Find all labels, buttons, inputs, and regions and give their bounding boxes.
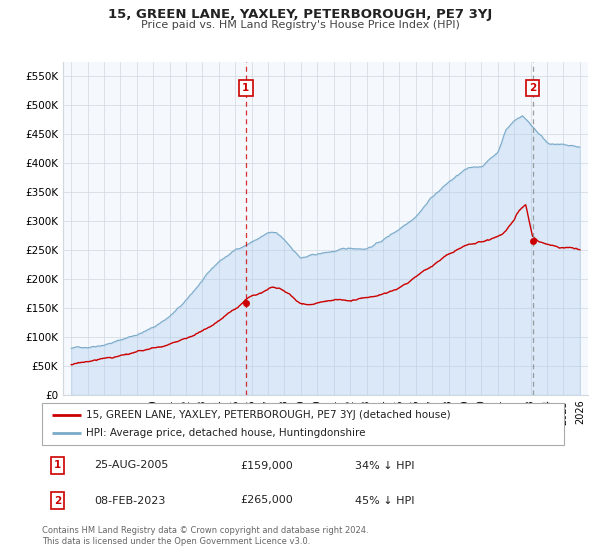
Text: HPI: Average price, detached house, Huntingdonshire: HPI: Average price, detached house, Hunt… <box>86 428 366 438</box>
Text: Contains HM Land Registry data © Crown copyright and database right 2024.
This d: Contains HM Land Registry data © Crown c… <box>42 526 368 546</box>
Text: 25-AUG-2005: 25-AUG-2005 <box>94 460 169 470</box>
Text: 08-FEB-2023: 08-FEB-2023 <box>94 496 166 506</box>
Text: 2: 2 <box>529 83 536 92</box>
Text: £265,000: £265,000 <box>241 496 293 506</box>
Text: 34% ↓ HPI: 34% ↓ HPI <box>355 460 415 470</box>
Text: 15, GREEN LANE, YAXLEY, PETERBOROUGH, PE7 3YJ (detached house): 15, GREEN LANE, YAXLEY, PETERBOROUGH, PE… <box>86 410 451 420</box>
Text: 45% ↓ HPI: 45% ↓ HPI <box>355 496 415 506</box>
Text: 15, GREEN LANE, YAXLEY, PETERBOROUGH, PE7 3YJ: 15, GREEN LANE, YAXLEY, PETERBOROUGH, PE… <box>108 8 492 21</box>
FancyBboxPatch shape <box>42 403 564 445</box>
Text: 1: 1 <box>54 460 61 470</box>
Text: £159,000: £159,000 <box>241 460 293 470</box>
Text: Price paid vs. HM Land Registry's House Price Index (HPI): Price paid vs. HM Land Registry's House … <box>140 20 460 30</box>
Text: 2: 2 <box>54 496 61 506</box>
Text: 1: 1 <box>242 83 250 92</box>
